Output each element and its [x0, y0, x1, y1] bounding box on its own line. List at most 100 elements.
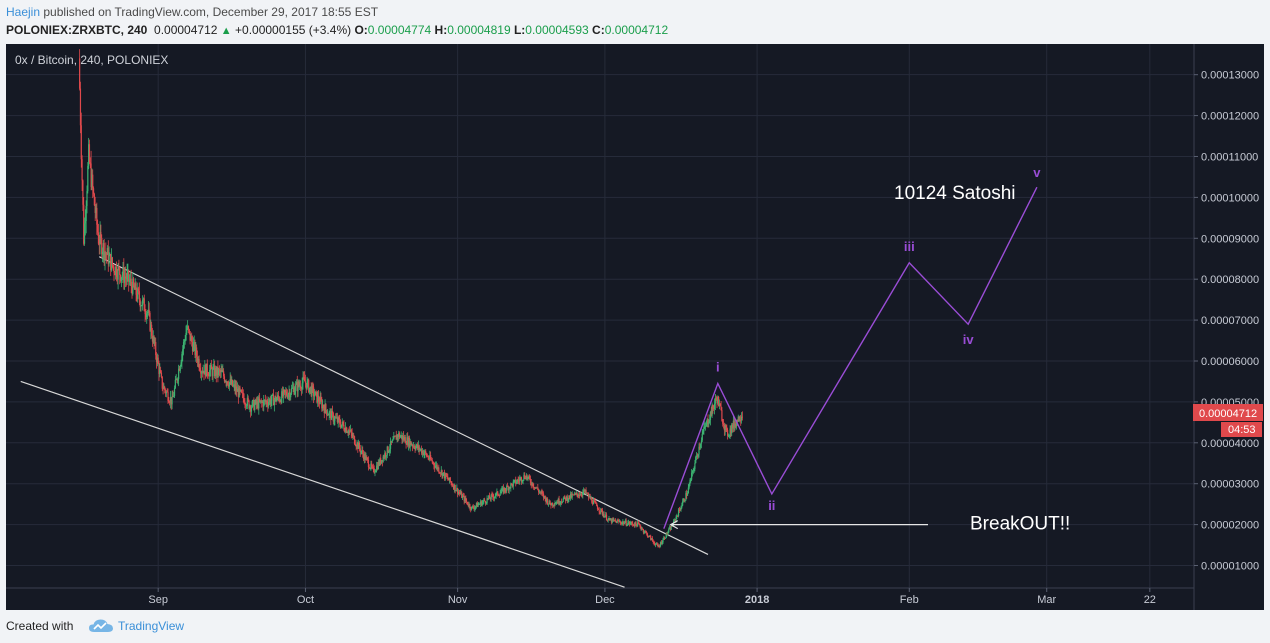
candle-body [612, 518, 614, 521]
candle-body [704, 426, 706, 428]
price-chart[interactable]: 0.00001000 0.00002000 0.00003000 0.00004000… [6, 44, 1264, 610]
wave-path[interactable] [663, 186, 1038, 529]
candle-body [353, 436, 356, 445]
candle-body [662, 539, 664, 543]
descending-channel[interactable] [20, 256, 709, 588]
candle-body [489, 498, 491, 500]
candle-body [214, 368, 217, 377]
target-annotation[interactable]: 10124 Satoshi [894, 183, 1016, 204]
candle-body [588, 495, 590, 498]
candle-body [186, 328, 188, 333]
candle-body [692, 470, 694, 472]
candle-body [336, 417, 338, 423]
candle-body [347, 432, 349, 434]
candle-body [605, 514, 608, 521]
candle-body [123, 267, 125, 283]
candle-body [618, 520, 620, 522]
candle-body [385, 453, 387, 457]
price-axis[interactable]: 0.00001000 0.00002000 0.00003000 0.00004000… [1194, 70, 1259, 573]
candle-body [146, 312, 149, 314]
candle-body [544, 495, 546, 499]
price-tag: 0.00004712 04:53 [1193, 404, 1263, 437]
candle-body [299, 385, 301, 387]
candle-body [183, 341, 185, 343]
candle-body [638, 523, 640, 525]
candle-body [620, 522, 622, 524]
candle-body [713, 407, 715, 410]
candle-body [206, 363, 208, 374]
candle-body [358, 443, 361, 449]
tradingview-cloud-icon[interactable] [88, 618, 114, 634]
candle-body [326, 410, 328, 416]
candle-body [592, 502, 594, 505]
channel-line-lower[interactable] [20, 380, 625, 588]
chart-panel[interactable]: 0.00001000 0.00002000 0.00003000 0.00004000… [6, 44, 1264, 610]
candle-body [551, 502, 553, 506]
candle-body [423, 453, 425, 456]
candle-body [82, 180, 84, 205]
author-link[interactable]: Haejin [6, 5, 41, 19]
candle-body [142, 298, 145, 300]
candle-body [526, 475, 528, 479]
wave-label-i[interactable]: i [716, 359, 720, 374]
candle-body [172, 396, 174, 398]
candle-body [205, 364, 207, 377]
wave-label-ii[interactable]: ii [768, 498, 775, 513]
candle-body [138, 291, 140, 300]
candle-body [265, 400, 267, 402]
candle-body [661, 542, 663, 545]
candle-body [539, 491, 541, 493]
candle-body [106, 248, 109, 255]
candle-body [164, 386, 166, 391]
candle-body [694, 463, 696, 469]
candle-body [222, 371, 224, 373]
candle-body [468, 504, 470, 507]
candle-body [154, 342, 156, 344]
channel-line-upper[interactable] [99, 256, 709, 555]
time-tick-label: Mar [1037, 594, 1056, 606]
candle-body [455, 490, 457, 492]
candle-body [137, 288, 140, 292]
candle-body [556, 502, 559, 504]
wave-label-v[interactable]: v [1033, 165, 1041, 180]
tradingview-link[interactable]: TradingView [118, 619, 185, 633]
wave-label-iv[interactable]: iv [963, 332, 975, 347]
candle-body [731, 424, 734, 429]
time-axis[interactable]: Sep Oct Nov Dec 2018 Feb Mar 22 [148, 588, 1156, 606]
candle-body [532, 482, 534, 487]
candle-body [446, 476, 448, 478]
candle-body [409, 441, 411, 447]
candle-body [545, 498, 547, 503]
candle-body [100, 231, 102, 239]
candle-body [687, 487, 689, 494]
candle-body [493, 496, 496, 499]
candle-body [418, 445, 420, 450]
candle-body [139, 299, 141, 307]
candle-body [387, 446, 389, 453]
wave-label-iii[interactable]: iii [904, 239, 915, 254]
candle-body [308, 380, 310, 393]
candle-body [583, 489, 586, 492]
candle-body [525, 475, 527, 479]
price-tick-label: 0.00013000 [1201, 70, 1259, 82]
candle-body [726, 427, 728, 431]
low-label: L: [513, 23, 526, 37]
candle-body [580, 494, 582, 495]
candle-body [373, 468, 375, 473]
price-scale-background[interactable] [1194, 44, 1264, 610]
candle-body [427, 456, 429, 459]
breakout-annotation[interactable]: BreakOUT!! [970, 514, 1070, 535]
candle-body [569, 495, 571, 499]
annotations[interactable]: 10124 Satoshi BreakOUT!! [669, 183, 1071, 535]
price-tick-label: 0.00006000 [1201, 356, 1259, 368]
candle-body [279, 400, 281, 402]
candle-body [511, 483, 513, 485]
candle-body [322, 404, 324, 409]
candle-body [722, 420, 724, 424]
candle-body [239, 387, 241, 391]
candle-body [257, 401, 259, 409]
candle-body [399, 436, 401, 438]
candle-body [322, 404, 325, 409]
candle-body [191, 341, 194, 352]
